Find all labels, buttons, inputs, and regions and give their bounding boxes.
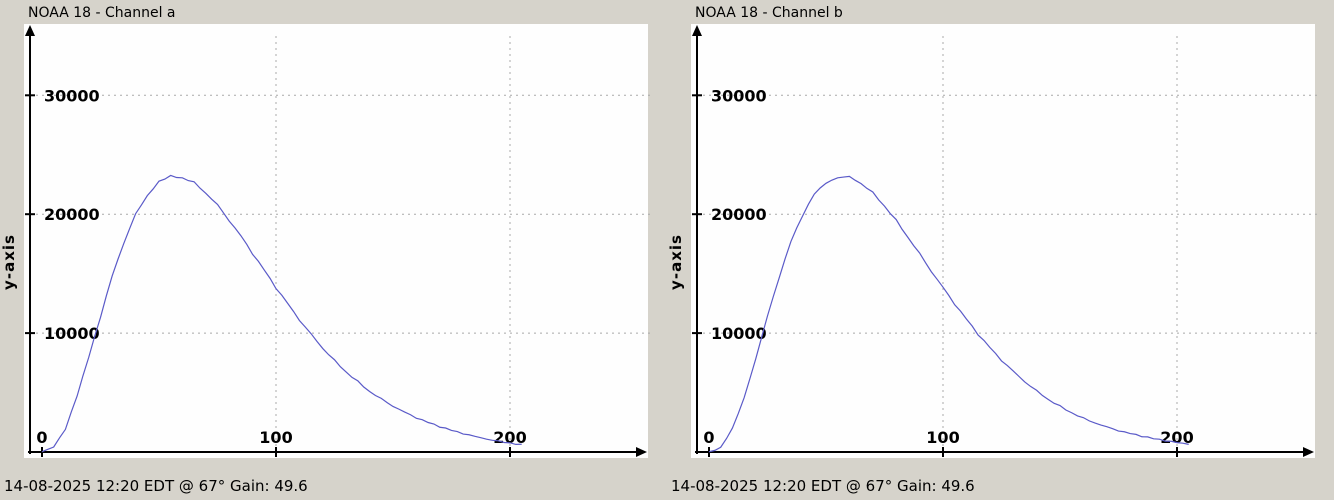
svg-text:30000: 30000 [44,86,100,105]
svg-text:100: 100 [926,428,959,447]
svg-text:0: 0 [36,428,47,447]
svg-text:100: 100 [259,428,292,447]
status-caption: 14-08-2025 12:20 EDT @ 67° Gain: 49.6 [671,477,975,495]
svg-text:20000: 20000 [44,205,100,224]
chart-title: NOAA 18 - Channel a [28,5,176,21]
chart-panel-channel-b: NOAA 18 - Channel b 10000 20000 30000 0 100 2… [667,0,1334,500]
chart-panel-channel-a: NOAA 18 - Channel a 10000 20000 30000 0 100 2… [0,5,650,495]
svg-text:0: 0 [703,428,714,447]
chart-title: NOAA 18 - Channel b [695,5,843,21]
svg-text:20000: 20000 [711,205,767,224]
svg-text:y-axis: y-axis [0,234,18,290]
svg-text:30000: 30000 [711,86,767,105]
svg-text:10000: 10000 [711,324,767,343]
status-caption: 14-08-2025 12:20 EDT @ 67° Gain: 49.6 [4,477,308,495]
svg-text:y-axis: y-axis [667,234,685,290]
histogram-canvas-channel-b: 10000 20000 30000 0 100 200 y-axis [667,25,1317,457]
plot-background [691,24,1315,458]
svg-text:200: 200 [1160,428,1193,447]
plot-background [24,24,648,458]
svg-text:10000: 10000 [44,324,100,343]
